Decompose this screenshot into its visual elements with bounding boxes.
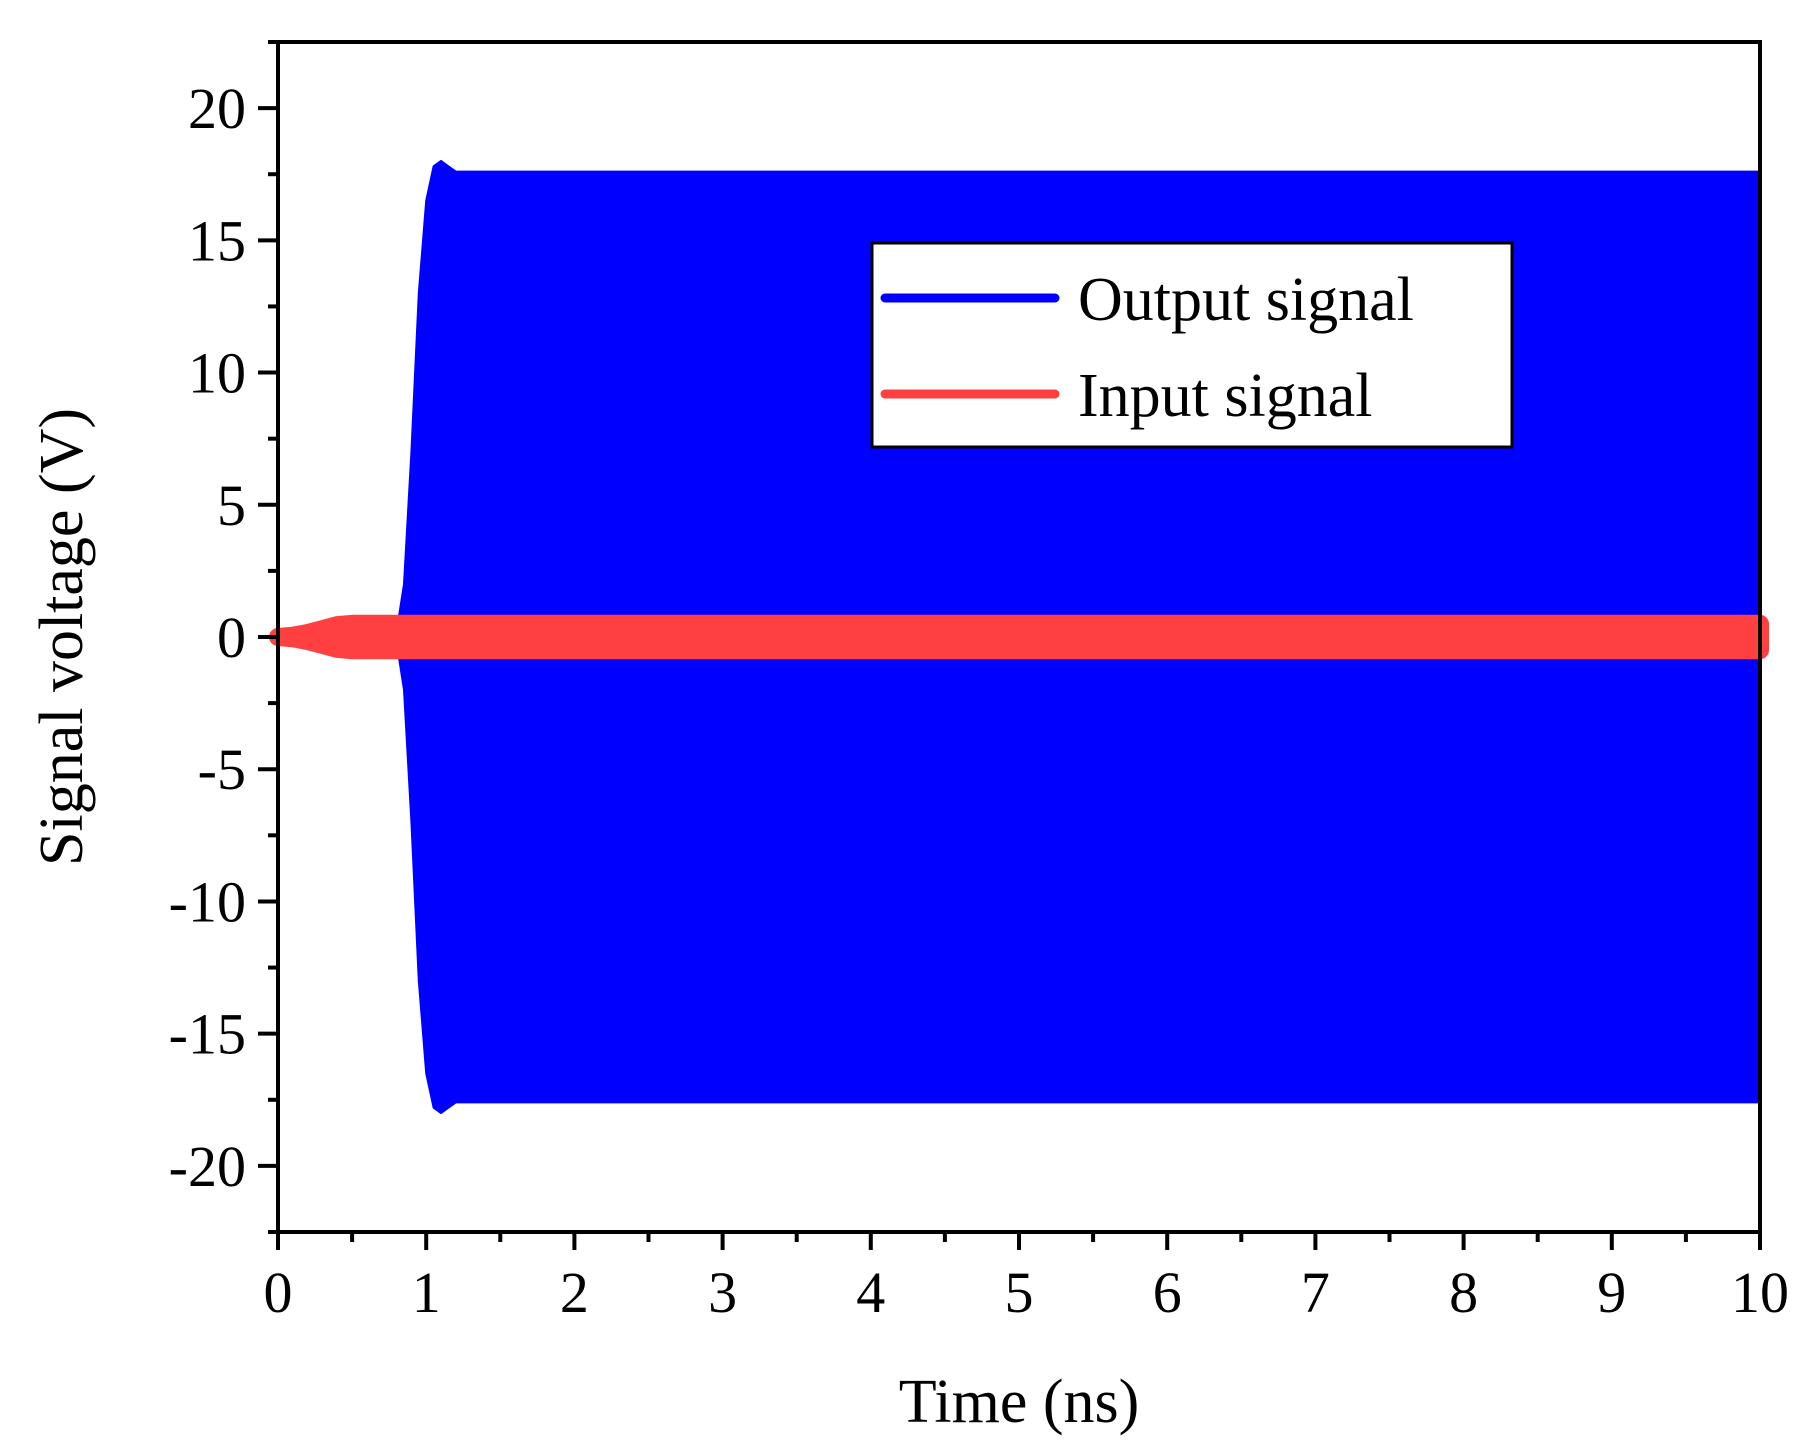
y-tick-label: -5 [198,737,246,802]
y-tick-label: -20 [169,1134,246,1199]
legend-label-input-signal: Input signal [1078,362,1372,430]
y-tick-label: 20 [188,76,246,141]
legend-box [870,241,1514,449]
legend: Output signal Input signal [870,241,1514,449]
y-tick-label: -15 [169,1002,246,1067]
y-tick-label: 5 [217,473,246,538]
y-tick-label: 15 [188,208,246,273]
x-tick-label: 1 [412,1260,441,1325]
y-axis-title: Signal voltage (V) [28,408,96,866]
x-axis-title: Time (ns) [899,1368,1140,1436]
x-tick-label: 9 [1597,1260,1626,1325]
x-tick-label: 4 [856,1260,885,1325]
x-tick-label: 0 [264,1260,293,1325]
x-tick-label: 3 [708,1260,737,1325]
x-tick-label: 7 [1301,1260,1330,1325]
legend-label-output-signal: Output signal [1078,266,1414,334]
x-tick-label: 8 [1449,1260,1478,1325]
x-tick-label: 2 [560,1260,589,1325]
x-tick-label: 5 [1005,1260,1034,1325]
series-input-signal [269,614,1769,660]
x-tick-label: 6 [1153,1260,1182,1325]
y-tick-label: 10 [188,341,246,406]
y-tick-label: 0 [217,605,246,670]
axis-layer: 0 1 2 3 4 5 6 7 8 9 10 20 15 10 5 0 -5 -10 -15 -20 [169,40,1789,1325]
y-tick-label: -10 [169,869,246,934]
x-tick-label: 10 [1731,1260,1789,1325]
